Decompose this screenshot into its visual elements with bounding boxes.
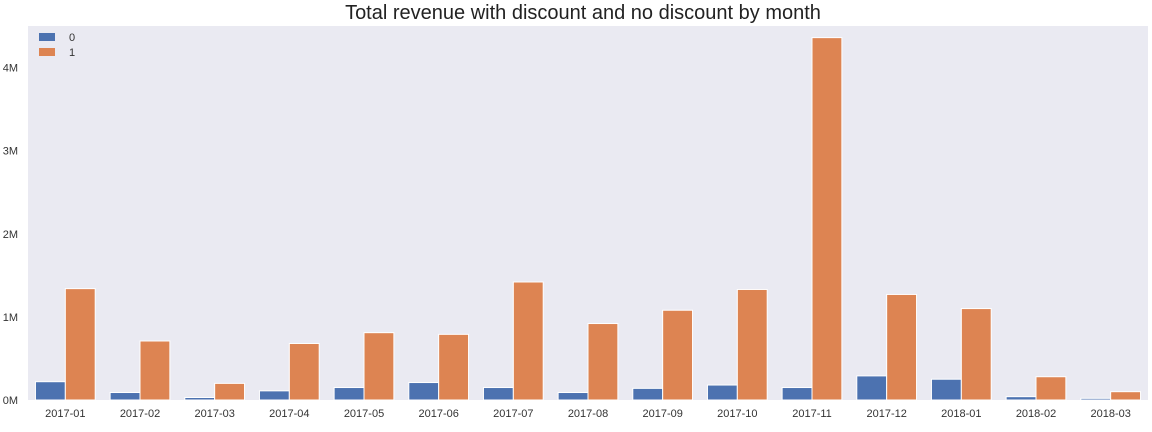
y-tick-label: 3M — [3, 146, 18, 158]
bar-1-2017-06 — [438, 333, 470, 401]
bar-0-2018-02 — [1005, 396, 1037, 401]
y-tick-label: 0M — [3, 395, 18, 407]
x-tick-label: 2017-05 — [344, 408, 384, 420]
y-axis: 0M 1M 2M 3M 4M — [3, 63, 18, 407]
x-tick-label: 2017-01 — [45, 408, 85, 420]
x-tick-label: 2018-03 — [1090, 408, 1130, 420]
bar-0-2017-03 — [184, 397, 216, 401]
bar-1-2017-11 — [811, 37, 843, 401]
bar-1-2017-10 — [736, 288, 768, 401]
x-tick-label: 2017-04 — [269, 408, 309, 420]
chart-title: Total revenue with discount and no disco… — [345, 2, 821, 24]
x-tick-label: 2018-01 — [941, 408, 981, 420]
bar-0-2017-06 — [408, 382, 440, 401]
bar-1-2017-01 — [64, 288, 96, 401]
bar-0-2017-09 — [632, 387, 664, 401]
bar-0-2017-01 — [34, 381, 66, 401]
bar-1-2018-01 — [960, 308, 992, 401]
bar-1-2017-08 — [587, 323, 619, 401]
bar-0-2017-02 — [109, 392, 141, 401]
bar-0-2018-03 — [1080, 397, 1112, 401]
x-tick-label: 2017-08 — [568, 408, 608, 420]
bar-1-2017-07 — [512, 281, 544, 401]
bars-group — [34, 37, 1142, 401]
x-tick-label: 2017-11 — [792, 408, 832, 420]
bar-1-2018-02 — [1035, 376, 1067, 401]
bar-0-2018-01 — [930, 378, 962, 401]
legend-label-1: 1 — [69, 47, 75, 59]
y-tick-label: 2M — [3, 229, 18, 241]
bar-1-2018-03 — [1110, 391, 1142, 401]
bar-0-2017-05 — [333, 387, 365, 401]
x-axis: 2017-01 2017-02 2017-03 2017-04 2017-05 2017-… — [45, 408, 1131, 420]
x-tick-label: 2017-02 — [120, 408, 160, 420]
bar-1-2017-03 — [214, 382, 246, 401]
x-tick-label: 2017-06 — [418, 408, 458, 420]
bar-0-2017-08 — [557, 392, 589, 401]
y-tick-label: 1M — [3, 312, 18, 324]
bar-0-2017-04 — [258, 390, 290, 401]
bar-1-2017-12 — [886, 293, 918, 401]
x-tick-label: 2017-03 — [194, 408, 234, 420]
x-tick-label: 2017-12 — [866, 408, 906, 420]
bar-0-2017-07 — [482, 387, 514, 401]
bar-1-2017-04 — [288, 342, 320, 401]
x-tick-label: 2017-10 — [717, 408, 757, 420]
bar-1-2017-02 — [139, 340, 171, 401]
legend: 01 — [39, 32, 75, 59]
bar-0-2017-10 — [706, 384, 738, 401]
legend-swatch-0 — [39, 33, 55, 41]
legend-label-0: 0 — [69, 32, 75, 44]
bar-1-2017-09 — [662, 309, 694, 401]
x-tick-label: 2017-09 — [642, 408, 682, 420]
y-tick-label: 4M — [3, 63, 18, 75]
x-tick-label: 2017-07 — [493, 408, 533, 420]
bar-0-2017-11 — [781, 387, 813, 401]
bar-0-2017-12 — [856, 375, 888, 401]
legend-swatch-1 — [39, 48, 55, 56]
x-tick-label: 2018-02 — [1016, 408, 1056, 420]
bar-1-2017-05 — [363, 332, 395, 401]
